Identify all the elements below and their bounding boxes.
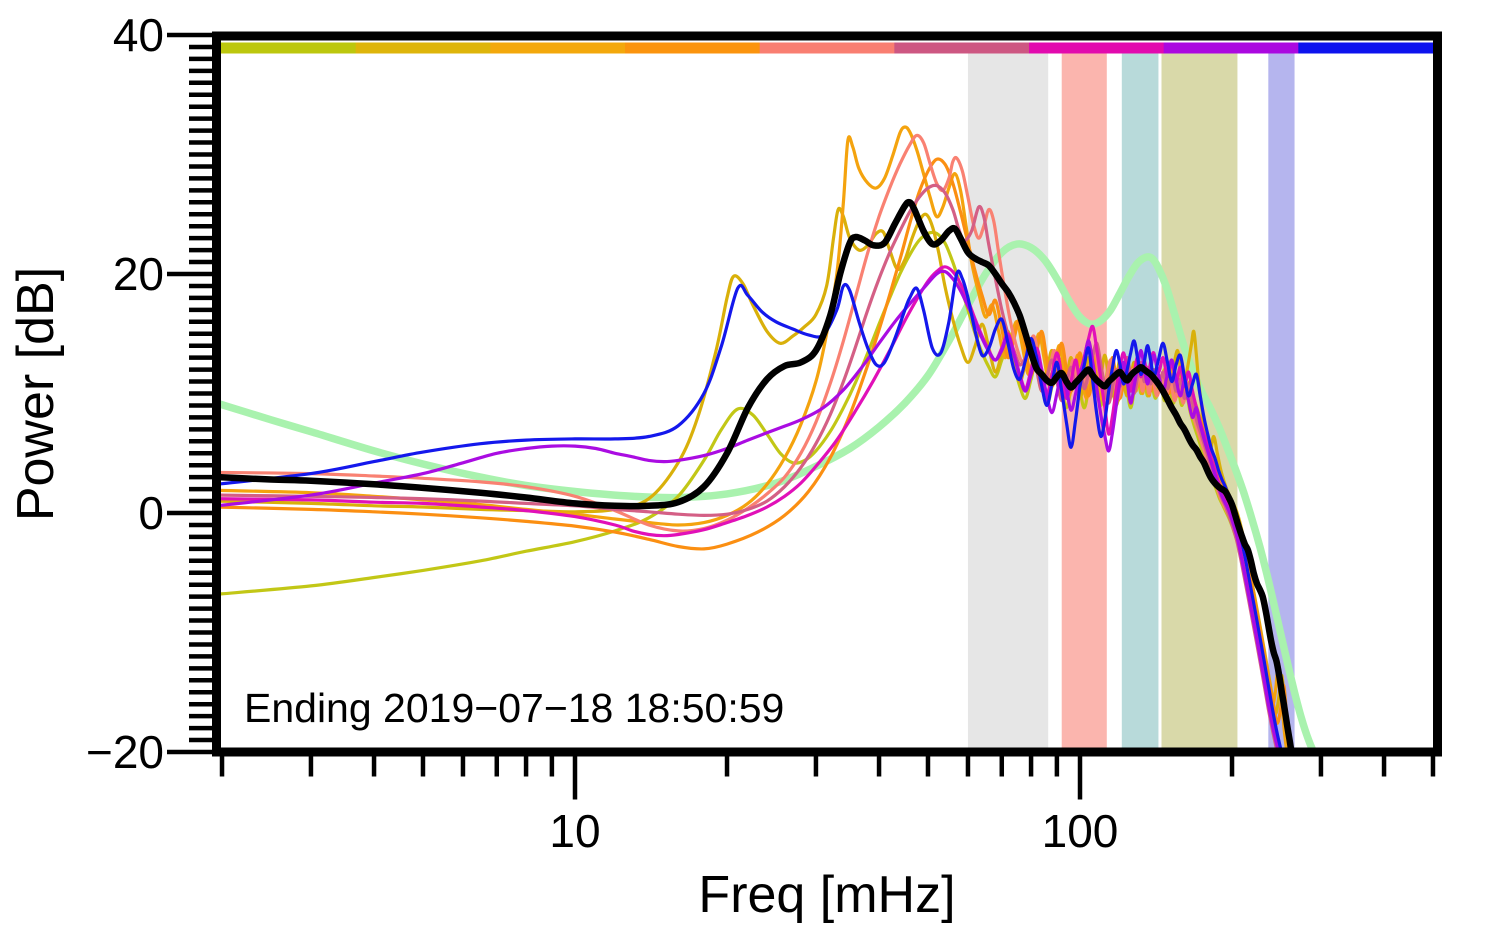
axis-ticks [167, 32, 1436, 800]
time-colorbar-segment-3 [490, 42, 626, 54]
x-axis-label: Freq [mHz] [698, 866, 956, 924]
time-colorbar-segment-5 [759, 42, 895, 54]
time-colorbar-segment-7 [1029, 42, 1165, 54]
y-tick-label-neg20: −20 [85, 726, 164, 778]
frequency-band-1 [967, 53, 1049, 748]
plot-frame [212, 31, 1442, 757]
ending-timestamp-annotation: Ending 2019−07−18 18:50:59 [244, 685, 785, 731]
time-colorbar-segment-4 [625, 42, 761, 54]
time-colorbar-segment-9 [1298, 42, 1434, 54]
series-background-reference [221, 240, 1316, 748]
y-tick-label-40: 40 [112, 9, 164, 61]
x-tick-label-100: 100 [1041, 805, 1119, 857]
time-colorbar-segment-1 [221, 42, 357, 54]
time-colorbar-segment-2 [355, 42, 491, 54]
time-colorbar-segment-6 [894, 42, 1030, 54]
y-tick-label-20: 20 [112, 248, 164, 300]
y-tick-label-0: 0 [138, 487, 164, 539]
spectra-curves [221, 125, 1316, 748]
series-mean-spectrum [221, 198, 1295, 748]
time-colorbar-segment-8 [1163, 42, 1299, 54]
y-axis-label: Power [dB] [7, 266, 65, 522]
x-tick-label-10: 10 [549, 805, 601, 857]
